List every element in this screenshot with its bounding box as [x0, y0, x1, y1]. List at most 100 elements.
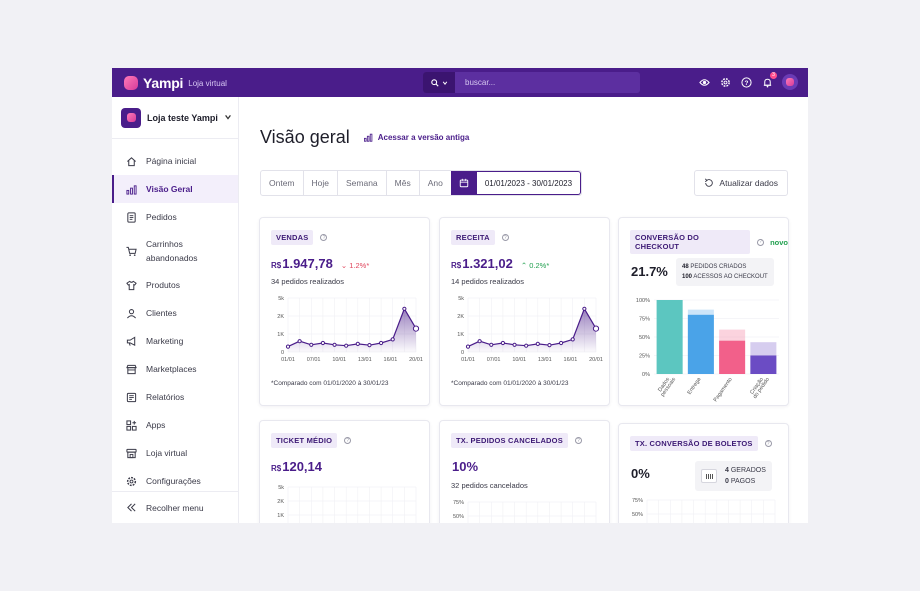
collapse-menu-button[interactable]: Recolher menu [112, 491, 238, 523]
delta-badge: ⌃ 0.2%* [521, 261, 549, 270]
y-tick-label: 75% [639, 317, 650, 323]
sidebar-item-label: Marketing [146, 336, 184, 346]
data-point [402, 306, 407, 311]
x-tick-label: 20/01 [589, 357, 603, 363]
y-tick-label: 0 [281, 350, 284, 356]
sidebar-item-visao-geral[interactable]: Visão Geral [112, 175, 238, 203]
x-tick-label: 07/01 [307, 357, 321, 363]
sidebar-item-produtos[interactable]: Produtos [112, 271, 238, 299]
sidebar-item-pagina-inicial[interactable]: Página inicial [112, 147, 238, 175]
report-icon [125, 391, 137, 403]
card-title: TICKET MÉDIO [271, 433, 338, 448]
period-filter: Ontem Hoje Semana Mês Ano 01/01/2023 - 3… [260, 170, 583, 196]
sidebar-item-label: Marketplaces [146, 364, 197, 374]
delta-badge: ⌄ 1.2%* [341, 261, 369, 270]
brand-logo[interactable]: Yampi Loja virtual [124, 75, 227, 91]
metric-value: 1.947,78 [282, 256, 333, 271]
bell-icon[interactable]: 3 [761, 72, 777, 88]
data-point [332, 342, 337, 347]
sidebar-item-relatorios[interactable]: Relatórios [112, 383, 238, 411]
metric-value: 120,14 [282, 459, 322, 474]
info-icon[interactable]: ? [757, 238, 765, 246]
cancelled-count: 32 [451, 481, 460, 490]
store-selector[interactable]: Loja teste Yampi [112, 97, 238, 139]
sidebar-item-marketing[interactable]: Marketing [112, 327, 238, 355]
y-tick-label: 50% [632, 512, 643, 518]
user-avatar[interactable] [782, 74, 798, 90]
y-tick-label: 5k [458, 296, 464, 302]
currency: R$ [451, 261, 462, 270]
search-input[interactable] [465, 78, 625, 87]
card-subtitle: 14 pedidos realizados [451, 277, 524, 286]
gear-icon[interactable] [719, 76, 731, 88]
date-range-input[interactable]: 01/01/2023 - 30/01/2023 [476, 171, 582, 195]
x-tick-label: 07/01 [487, 357, 501, 363]
cancelados-chart: 75% 50% [453, 500, 597, 523]
refresh-button[interactable]: Atualizar dados [694, 170, 788, 196]
data-point [570, 337, 575, 342]
sidebar-item-marketplaces[interactable]: Marketplaces [112, 355, 238, 383]
data-point [367, 343, 372, 348]
sidebar-item-configuracoes[interactable]: Configurações [112, 467, 238, 495]
sidebar-item-loja-virtual[interactable]: Loja virtual [112, 439, 238, 467]
data-point [477, 339, 482, 344]
sidebar-item-carrinhos-abandonados[interactable]: Carrinhos abandonados [112, 231, 238, 271]
sidebar-item-label: Clientes [146, 308, 177, 318]
y-tick-label: 0% [642, 372, 650, 378]
data-point [297, 339, 302, 344]
card-title: TX. PEDIDOS CANCELADOS [451, 433, 568, 448]
data-point [535, 341, 540, 347]
sidebar-item-apps[interactable]: Apps [112, 411, 238, 439]
info-icon[interactable]: ? [574, 437, 582, 444]
y-tick-label: 0 [461, 350, 464, 356]
sidebar-item-label: Configurações [146, 476, 201, 486]
info-icon[interactable]: ? [344, 437, 352, 444]
sidebar-item-pedidos[interactable]: Pedidos [112, 203, 238, 231]
data-point [320, 340, 326, 346]
filter-hoje[interactable]: Hoje [304, 171, 338, 195]
info-icon[interactable]: ? [320, 234, 328, 241]
boletos-chart: 75% 50% [632, 498, 776, 523]
help-icon[interactable]: ? [740, 76, 752, 88]
calendar-icon[interactable] [450, 171, 477, 195]
new-tag: novo [770, 237, 788, 247]
shop-icon [125, 447, 137, 459]
y-tick-label: 75% [453, 500, 464, 506]
sidebar-item-clientes[interactable]: Clientes [112, 299, 238, 327]
app-window: Yampi Loja virtual ? 3 [112, 68, 808, 523]
x-tick-label: 16/01 [564, 357, 578, 363]
double-chevron-left-icon [125, 502, 137, 514]
comparison-note: *Comparado com 01/01/2020 à 30/01/23 [271, 380, 389, 387]
card-metric: R$ 120,14 [271, 459, 322, 474]
filter-ontem[interactable]: Ontem [261, 171, 304, 195]
sidebar: Loja teste Yampi Página inicial Visão Ge… [112, 97, 239, 523]
x-tick-label: Entrega [687, 376, 704, 396]
y-tick-label: 50% [639, 335, 650, 341]
card-metric: R$ 1.321,02 ⌃ 0.2%* [451, 256, 549, 271]
card-checkout: CONVERSÃO DO CHECKOUT ? novo 21.7% 48 PE… [618, 217, 789, 406]
x-tick-label: 13/01 [538, 357, 552, 363]
x-tick-label: 16/01 [384, 357, 398, 363]
card-metric: 0% [630, 466, 650, 481]
bar [719, 340, 746, 374]
data-point [558, 340, 564, 346]
filter-semana[interactable]: Semana [338, 171, 387, 195]
filter-mes[interactable]: Mês [387, 171, 420, 195]
bar [687, 314, 714, 374]
y-tick-label: 25% [639, 354, 650, 360]
store-logo [121, 107, 141, 128]
old-version-link[interactable]: Acessar a versão antiga [363, 133, 469, 142]
data-point [524, 343, 529, 348]
page-title: Visão geral [260, 127, 350, 147]
eye-icon[interactable] [698, 76, 710, 88]
sidebar-nav: Página inicial Visão Geral Pedidos Carri… [112, 139, 238, 495]
checkout-stats: 48 PEDIDOS CRIADOS 100 ACESSOS AO CHECKO… [676, 258, 774, 286]
y-tick-label: 1K [277, 513, 284, 519]
search-scope-button[interactable] [423, 72, 455, 93]
currency: R$ [271, 261, 282, 270]
refresh-label: Atualizar dados [719, 178, 778, 188]
info-icon[interactable]: ? [501, 234, 509, 241]
filter-ano[interactable]: Ano [427, 178, 443, 188]
boleto-stats: 4 GERADOS 0 PAGOS [695, 461, 772, 491]
info-icon[interactable]: ? [764, 440, 772, 447]
